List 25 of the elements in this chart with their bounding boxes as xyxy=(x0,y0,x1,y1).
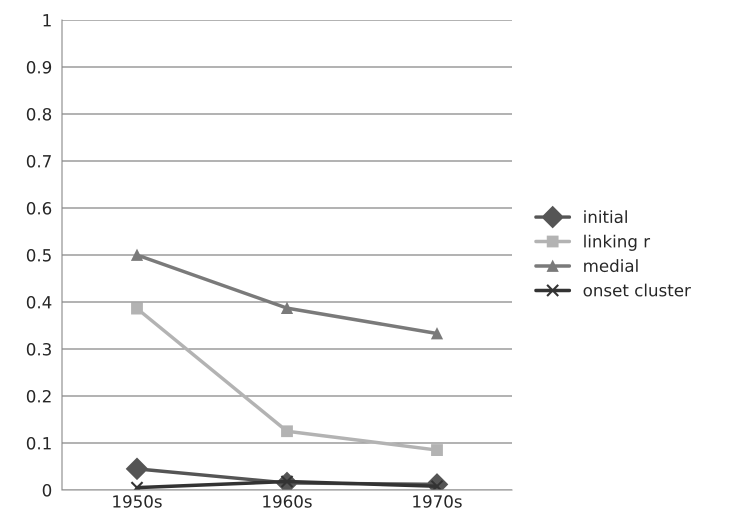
point xyxy=(131,249,143,261)
y-tick-label: 0 xyxy=(42,484,52,497)
legend-label: onset cluster xyxy=(584,284,691,297)
y-tick-label: 0.9 xyxy=(26,60,52,74)
point xyxy=(281,302,293,314)
point xyxy=(281,425,293,438)
point xyxy=(431,328,443,340)
x-tick-label: 1960s xyxy=(263,495,312,508)
y-tick-label: 0.4 xyxy=(26,296,52,309)
y-tick-label: 0.8 xyxy=(26,108,52,121)
y-tick-label: 0.7 xyxy=(26,154,51,168)
y-tick-label: 0.5 xyxy=(26,248,51,262)
y-tick-label: 0.2 xyxy=(26,390,51,403)
point xyxy=(131,302,143,314)
legend-label: linking r xyxy=(584,234,650,251)
y-tick-label: 1 xyxy=(44,14,51,26)
legend-label: medial xyxy=(584,259,638,272)
point xyxy=(431,444,443,456)
x-tick-label: 1970s xyxy=(413,495,462,508)
y-tick-label: 0.1 xyxy=(26,436,51,450)
y-tick-label: 0.6 xyxy=(26,202,52,215)
point xyxy=(126,458,148,480)
x-tick-label: 1950s xyxy=(113,495,162,508)
legend-label: initial xyxy=(584,210,627,224)
y-tick-label: 0.3 xyxy=(26,342,51,356)
